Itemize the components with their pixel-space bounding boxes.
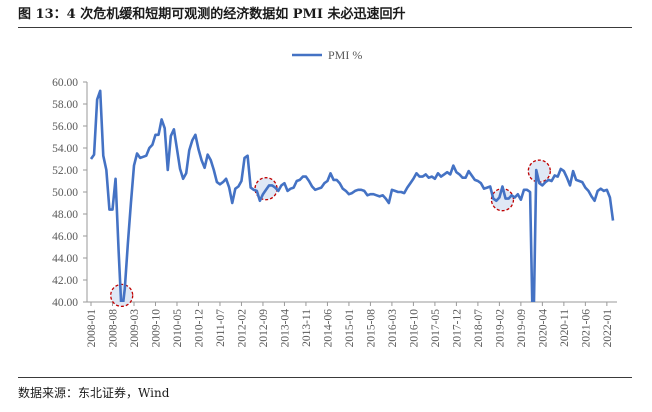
x-tick-label: 2015-01 bbox=[344, 309, 356, 348]
x-tick-label: 2019-09 bbox=[516, 309, 528, 348]
x-tick-label: 2022-01 bbox=[602, 309, 614, 348]
y-tick-label: 60.00 bbox=[52, 77, 78, 89]
x-tick-label: 2013-04 bbox=[279, 309, 291, 348]
x-tick-label: 2016-10 bbox=[408, 309, 420, 348]
x-tick-label: 2008-01 bbox=[86, 309, 98, 348]
y-tick-label: 50.00 bbox=[52, 187, 78, 199]
legend-label: PMI % bbox=[328, 48, 362, 62]
x-tick-label: 2019-02 bbox=[494, 309, 506, 348]
x-tick-label: 2017-12 bbox=[451, 309, 463, 348]
title-divider bbox=[18, 27, 632, 28]
y-tick-label: 52.00 bbox=[52, 165, 78, 177]
x-tick-label: 2015-08 bbox=[365, 309, 377, 348]
x-tick-label: 2013-11 bbox=[301, 309, 313, 347]
x-tick-label: 2010-12 bbox=[193, 309, 205, 348]
y-tick-label: 46.00 bbox=[52, 231, 78, 243]
x-tick-label: 2010-05 bbox=[172, 309, 184, 348]
x-tick-label: 2014-06 bbox=[322, 309, 334, 348]
x-tick-label: 2012-09 bbox=[258, 309, 270, 348]
y-tick-label: 42.00 bbox=[52, 275, 78, 287]
series-line-pmi bbox=[89, 89, 615, 302]
y-tick-label: 56.00 bbox=[52, 121, 78, 133]
y-tick-label: 44.00 bbox=[52, 253, 78, 265]
x-tick-label: 2008-08 bbox=[107, 309, 119, 348]
x-tick-label: 2011-07 bbox=[215, 309, 227, 347]
x-tick-label: 2012-02 bbox=[236, 309, 248, 348]
x-tick-label: 2016-03 bbox=[387, 309, 399, 348]
x-tick-label: 2020-04 bbox=[537, 309, 549, 348]
x-tick-label: 2017-05 bbox=[430, 309, 442, 348]
x-tick-label: 2020-11 bbox=[559, 309, 571, 347]
y-tick-label: 40.00 bbox=[52, 297, 78, 309]
x-tick-label: 2021-06 bbox=[580, 309, 592, 348]
source-note: 数据来源：东北证券，Wind bbox=[18, 386, 170, 400]
y-tick-label: 54.00 bbox=[52, 143, 78, 155]
y-tick-label: 58.00 bbox=[52, 99, 78, 111]
chart-title: 图 13：4 次危机缓和短期可观测的经济数据如 PMI 未必迅速回升 bbox=[18, 7, 406, 22]
source-divider bbox=[18, 377, 632, 378]
x-tick-label: 2009-10 bbox=[150, 309, 162, 348]
x-tick-label: 2009-03 bbox=[129, 309, 141, 348]
pmi-line-chart: PMI % 60.00 58.00 56.00 54.00 52.00 50.00 48.00… bbox=[52, 48, 617, 348]
y-tick-label: 48.00 bbox=[52, 209, 78, 221]
x-tick-label: 2018-07 bbox=[473, 309, 485, 348]
